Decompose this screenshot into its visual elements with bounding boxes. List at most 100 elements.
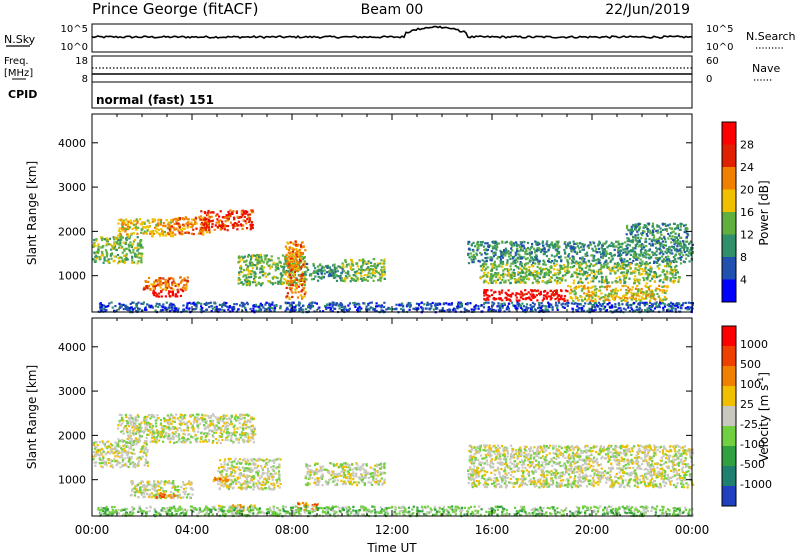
echo-cell xyxy=(497,272,500,275)
echo-cell xyxy=(499,256,502,259)
echo-cell xyxy=(585,251,589,254)
echo-cell xyxy=(232,226,235,229)
echo-cell xyxy=(208,218,211,221)
echo-cell xyxy=(97,248,100,251)
echo-cell xyxy=(535,294,538,297)
echo-cell xyxy=(553,293,556,296)
echo-cell xyxy=(655,238,658,241)
echo-cell xyxy=(600,285,603,288)
echo-cell xyxy=(116,253,120,257)
echo-cell xyxy=(591,296,594,299)
echo-cell xyxy=(199,308,202,311)
echo-cell xyxy=(202,232,205,236)
echo-cell xyxy=(670,241,673,244)
echo-cell xyxy=(687,234,690,237)
echo-cell xyxy=(125,247,128,250)
echo-cell xyxy=(120,218,123,221)
echo-cell xyxy=(304,265,307,268)
echo-cell xyxy=(182,284,185,287)
echo-cell xyxy=(121,451,124,454)
echo-cell xyxy=(209,301,212,304)
echo-cell xyxy=(111,247,114,250)
echo-cell xyxy=(152,291,155,295)
echo-cell xyxy=(164,306,167,309)
echo-cell xyxy=(270,303,273,306)
echo-cell xyxy=(483,271,486,275)
echo-cell xyxy=(111,306,114,309)
echo-cell xyxy=(524,298,527,301)
echo-cell xyxy=(608,285,611,288)
nave-tick-bottom: 0 xyxy=(706,74,712,85)
echo-cell xyxy=(567,262,570,265)
echo-cell xyxy=(227,218,230,221)
echo-cell xyxy=(642,276,645,279)
echo-cell xyxy=(495,243,499,246)
echo-cell xyxy=(303,277,307,280)
echo-cell xyxy=(205,214,209,217)
colorbar-tick-label: 20 xyxy=(740,184,754,197)
echo-cell xyxy=(615,277,618,280)
echo-cell xyxy=(542,294,545,297)
echo-cell xyxy=(104,445,107,448)
echo-cell xyxy=(235,303,238,306)
echo-cell xyxy=(661,240,664,243)
echo-cell xyxy=(319,268,323,271)
echo-cell xyxy=(575,251,578,254)
echo-cell xyxy=(673,268,677,271)
echo-cell xyxy=(401,302,404,305)
echo-cell xyxy=(288,296,291,299)
echo-cell xyxy=(519,267,522,270)
echo-cell xyxy=(345,274,348,277)
echo-cell xyxy=(494,240,497,243)
echo-cell xyxy=(209,220,212,223)
echo-cell xyxy=(372,270,375,273)
echo-cell xyxy=(519,306,523,309)
echo-cell xyxy=(597,295,600,298)
echo-cell xyxy=(527,291,530,294)
echo-cell xyxy=(132,308,135,311)
echo-cell xyxy=(672,307,675,310)
echo-cell xyxy=(554,245,557,248)
echo-cell xyxy=(244,280,247,283)
echo-cell xyxy=(136,244,139,247)
echo-cell xyxy=(536,279,539,282)
echo-cell xyxy=(649,231,652,234)
echo-cell xyxy=(218,215,221,218)
echo-cell xyxy=(609,260,612,263)
echo-cell xyxy=(418,303,421,306)
echo-cell xyxy=(120,448,123,451)
echo-cell xyxy=(143,286,146,289)
echo-cell xyxy=(649,265,652,268)
echo-cell xyxy=(268,308,271,311)
echo-cell xyxy=(534,262,537,265)
echo-cell xyxy=(510,301,514,304)
echo-cell xyxy=(211,225,214,228)
echo-cell xyxy=(556,296,559,299)
echo-cell xyxy=(491,266,494,269)
echo-cell xyxy=(301,255,304,258)
echo-cell xyxy=(262,306,265,309)
echo-cell xyxy=(207,223,210,226)
echo-cell xyxy=(605,310,608,313)
echo-cell xyxy=(332,269,335,272)
echo-cell xyxy=(539,272,542,275)
echo-cell xyxy=(650,268,653,271)
echo-cell xyxy=(550,293,553,296)
echo-cell xyxy=(194,308,197,311)
echo-cell xyxy=(640,232,643,235)
echo-cell xyxy=(251,209,254,212)
echo-cell xyxy=(566,299,569,302)
echo-cell xyxy=(477,305,480,308)
echo-cell xyxy=(375,302,378,305)
echo-cell xyxy=(522,271,525,274)
echo-cell xyxy=(142,232,145,235)
echo-cell xyxy=(98,462,101,465)
echo-cell xyxy=(476,240,480,244)
echo-cell xyxy=(130,306,133,309)
echo-cell xyxy=(484,293,487,296)
echo-cell xyxy=(637,236,640,239)
echo-cell xyxy=(689,302,692,305)
echo-cell xyxy=(240,210,243,213)
echo-cell xyxy=(493,279,496,282)
echo-cell xyxy=(592,269,595,272)
